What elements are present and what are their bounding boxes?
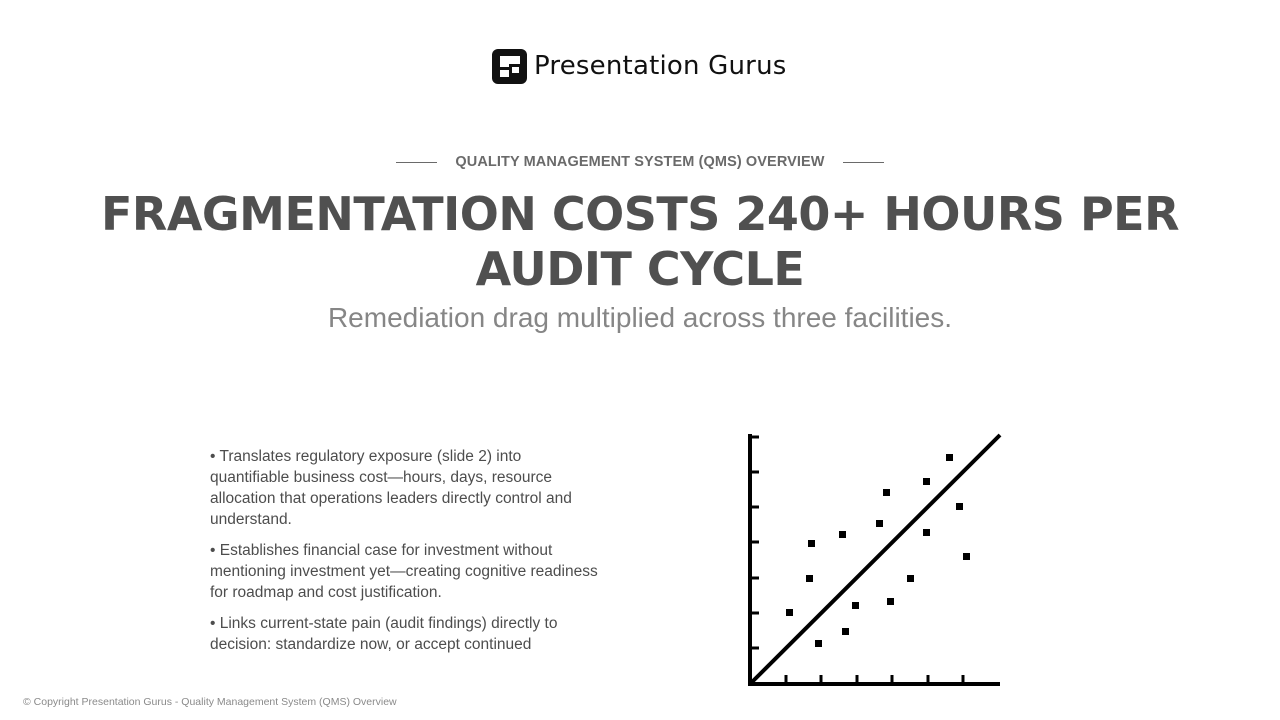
brand-name: Presentation Gurus bbox=[534, 51, 787, 81]
scatter-plot-trend-icon bbox=[748, 433, 1002, 686]
pg-logo-icon bbox=[492, 48, 527, 84]
footer-copyright: © Copyright Presentation Gurus - Quality… bbox=[23, 696, 397, 708]
slide-title: FRAGMENTATION COSTS 240+ HOURS PER AUDIT… bbox=[100, 187, 1180, 296]
bullet-item: • Establishes financial case for investm… bbox=[210, 542, 598, 601]
section-eyebrow: QUALITY MANAGEMENT SYSTEM (QMS) OVERVIEW bbox=[0, 152, 1280, 172]
bullet-item: • Links current-state pain (audit findin… bbox=[210, 615, 558, 653]
eyebrow-divider-left bbox=[396, 161, 438, 163]
eyebrow-divider-right bbox=[842, 161, 884, 163]
brand-logo: Presentation Gurus bbox=[492, 47, 787, 85]
eyebrow-label: QUALITY MANAGEMENT SYSTEM (QMS) OVERVIEW bbox=[455, 154, 825, 170]
bullet-item: • Translates regulatory exposure (slide … bbox=[210, 448, 572, 528]
bullet-list: • Translates regulatory exposure (slide … bbox=[210, 446, 602, 658]
slide-subtitle: Remediation drag multiplied across three… bbox=[327, 302, 953, 333]
